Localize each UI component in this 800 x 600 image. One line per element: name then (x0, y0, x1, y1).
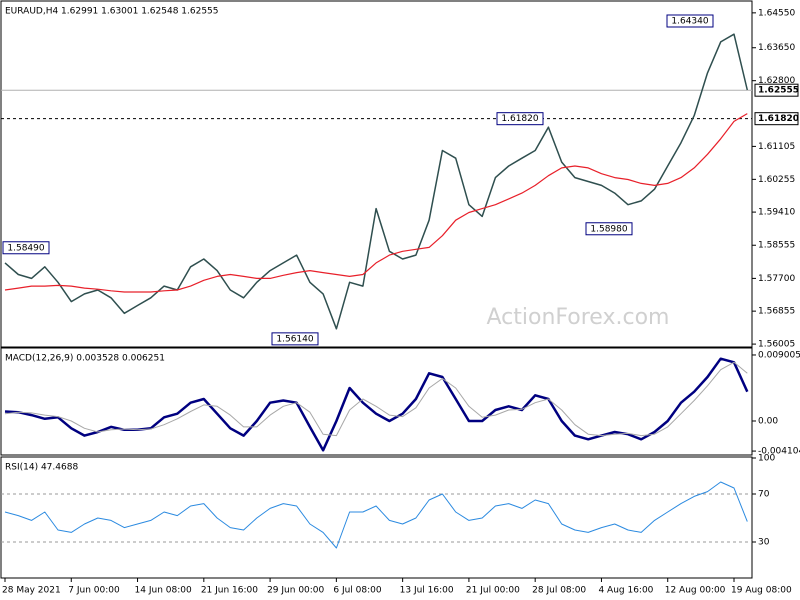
y-tick-label: 30 (758, 538, 770, 548)
x-tick-label: 19 Aug 08:00 (731, 586, 792, 596)
annotation-label: 1.56140 (276, 334, 313, 344)
x-tick-label: 21 Jul 00:00 (466, 586, 520, 596)
annotation-box (496, 112, 544, 126)
x-tick-label: 29 Jun 00:00 (267, 586, 324, 596)
x-tick-label: 14 Jun 08:00 (135, 586, 192, 596)
y-tick-label: 100 (758, 454, 775, 464)
annotation-label: 1.61820 (501, 114, 538, 124)
x-tick-label: 7 Jun 00:00 (68, 586, 120, 596)
panel-title: RSI(14) 47.4688 (5, 463, 78, 473)
price-label: 1.61820 (758, 114, 799, 124)
price-label: 1.62555 (758, 86, 799, 96)
panel-frame (0, 0, 753, 348)
annotation-label: 1.58490 (7, 243, 44, 253)
annotation-label: 1.64340 (671, 16, 708, 26)
y-tick-label: 70 (758, 490, 770, 500)
annotation-box (2, 241, 50, 255)
y-tick-label: 1.63650 (758, 43, 795, 53)
annotation-label: 1.58980 (590, 224, 627, 234)
y-tick-label: 1.60255 (758, 175, 795, 185)
x-tick-label: 13 Jul 16:00 (400, 586, 454, 596)
annotation-box (271, 332, 319, 346)
y-tick-label: 1.62800 (758, 76, 795, 86)
series-line (4, 481, 748, 549)
watermark: ActionForex.com (487, 305, 670, 330)
price-box (754, 112, 799, 126)
panel-frame (0, 456, 753, 579)
x-tick-label: 28 Jul 08:00 (532, 586, 586, 596)
y-tick-label: 1.58555 (758, 241, 795, 251)
y-tick-label: 1.56855 (758, 307, 795, 317)
series-line (4, 361, 748, 437)
x-tick-label: 21 Jun 16:00 (201, 586, 258, 596)
panel-title: MACD(12,26,9) 0.003528 0.006251 (5, 354, 165, 364)
panel-frame (0, 347, 753, 456)
y-tick-label: 1.57700 (758, 274, 795, 284)
y-tick-label: -0.004104 (758, 447, 800, 457)
panel-title: EURAUD,H4 1.62991 1.63001 1.62548 1.6255… (5, 7, 219, 17)
y-tick-label: 0.009005 (758, 350, 800, 360)
annotation-box (585, 222, 633, 236)
y-tick-label: 1.64550 (758, 8, 795, 18)
price-box (754, 83, 799, 97)
x-tick-label: 4 Aug 16:00 (598, 586, 653, 596)
y-tick-label: 1.61105 (758, 142, 795, 152)
x-tick-label: 6 Jul 08:00 (333, 586, 382, 596)
x-tick-label: 28 May 2021 (2, 586, 61, 596)
series-line (4, 33, 749, 330)
series-line (4, 113, 748, 293)
y-tick-label: 1.59410 (758, 208, 795, 218)
y-tick-label: 0.00 (758, 416, 778, 426)
annotation-box (666, 14, 714, 28)
y-tick-label: 1.56005 (758, 340, 795, 350)
x-tick-label: 12 Aug 00:00 (665, 586, 726, 596)
